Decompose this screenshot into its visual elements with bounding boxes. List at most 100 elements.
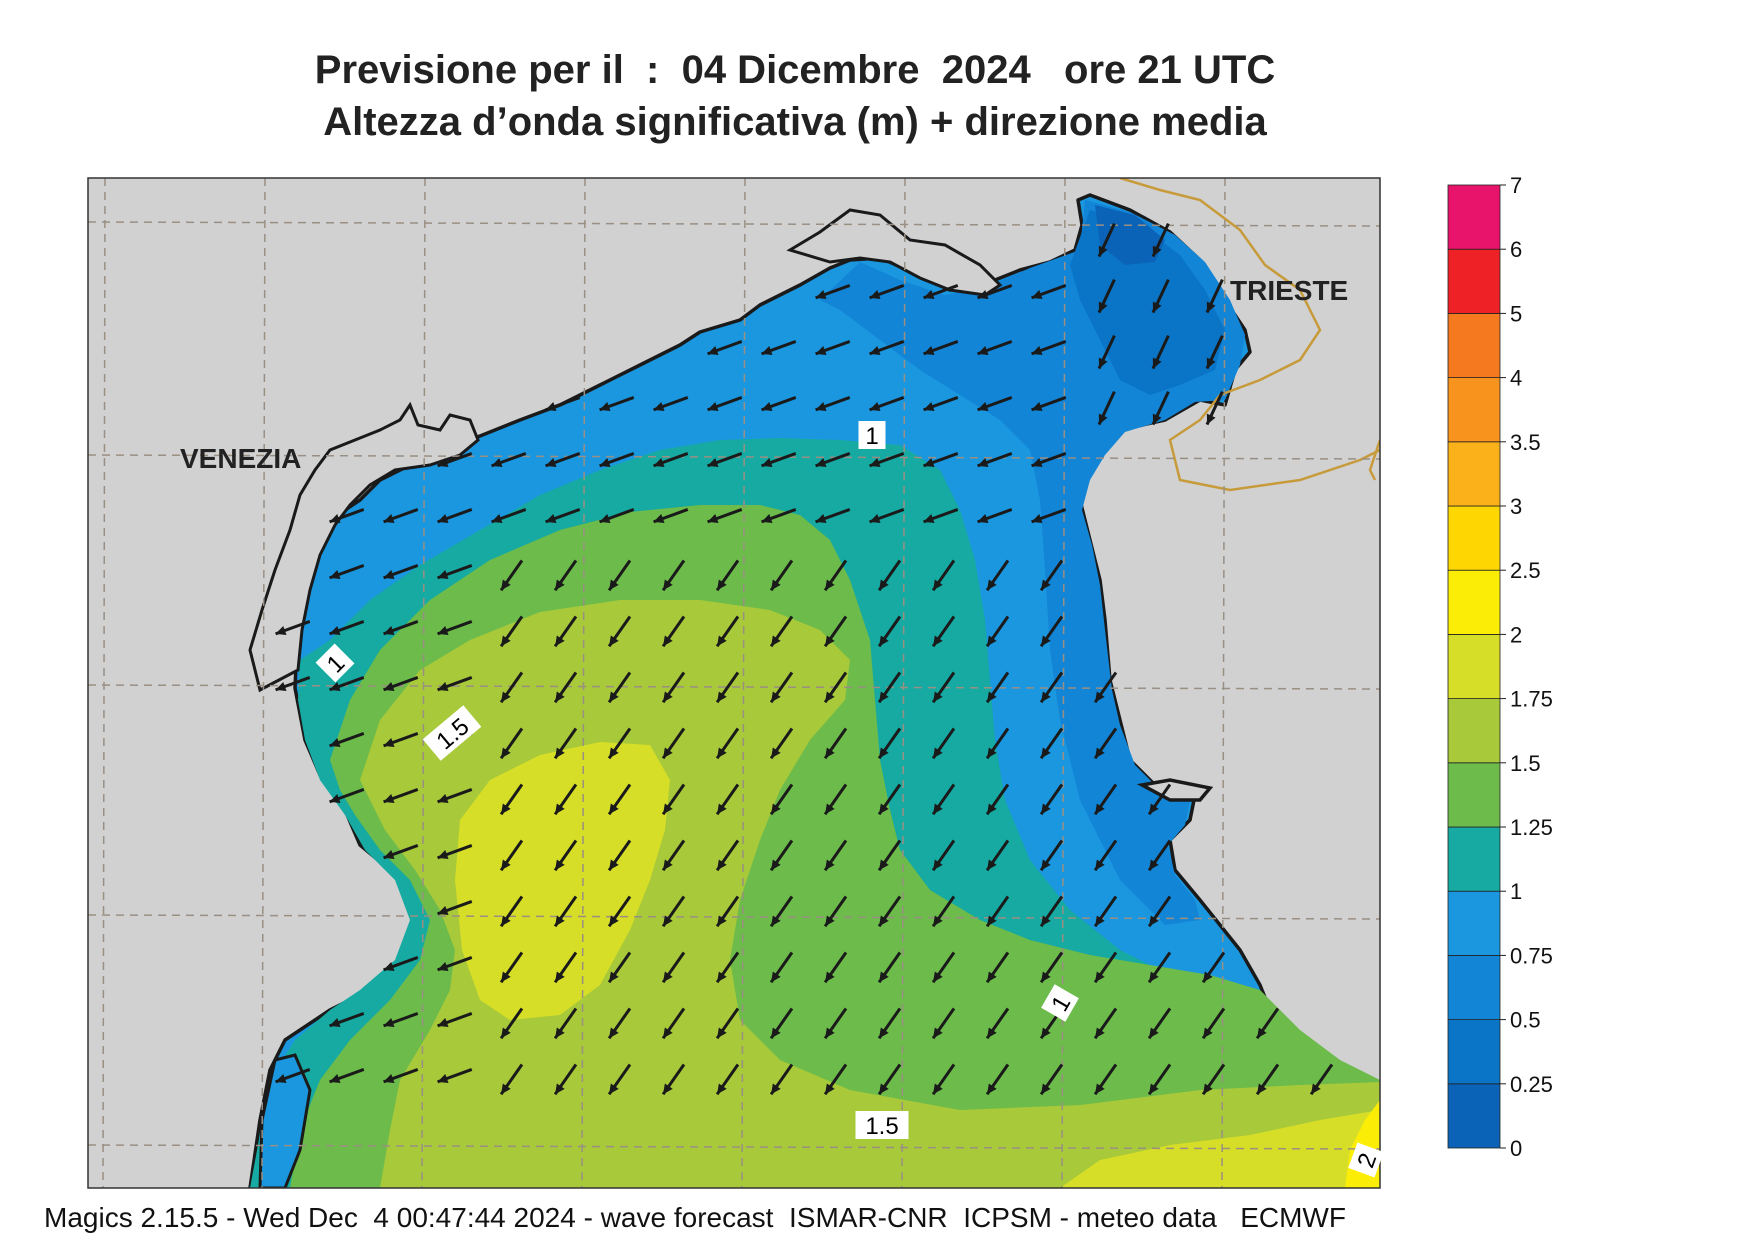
- colorbar-swatch: [1447, 698, 1501, 764]
- colorbar-swatch: [1447, 505, 1501, 571]
- wave-arrow: [815, 396, 851, 412]
- wave-arrow: [553, 559, 578, 592]
- wave-arrow: [923, 396, 959, 412]
- wave-arrow: [437, 956, 473, 972]
- wave-arrow: [1205, 334, 1224, 370]
- wave-arrow: [1147, 783, 1172, 816]
- wave-arrow: [499, 895, 524, 928]
- colorbar-swatch: [1447, 826, 1501, 892]
- wave-arrow: [553, 839, 578, 872]
- wave-arrow: [1039, 839, 1064, 872]
- wave-arrow: [607, 1063, 632, 1096]
- colorbar-tick-label: 7: [1510, 173, 1522, 198]
- colorbar-tick-label: 3: [1510, 494, 1522, 519]
- wave-arrow: [1031, 340, 1067, 356]
- wave-arrow: [1255, 1063, 1280, 1096]
- contour-band-0: [1095, 205, 1165, 265]
- colorbar-swatch: [1447, 1083, 1501, 1149]
- wave-arrow: [1151, 222, 1170, 258]
- wave-arrow: [1093, 1007, 1118, 1040]
- wave-arrow: [1309, 1063, 1334, 1096]
- wave-arrow: [1151, 278, 1170, 314]
- colorbar-swatch: [1447, 890, 1501, 956]
- wave-arrow: [329, 564, 365, 580]
- wave-arrow: [715, 951, 740, 984]
- wave-arrow: [931, 783, 956, 816]
- wave-arrow: [607, 727, 632, 760]
- wave-arrow: [661, 895, 686, 928]
- wave-arrow: [985, 951, 1010, 984]
- wave-arrow: [1205, 278, 1224, 314]
- wave-arrow: [1039, 559, 1064, 592]
- wave-arrow: [1093, 727, 1118, 760]
- contour-band-1.75: [455, 742, 670, 1020]
- svg-text:1: 1: [865, 423, 878, 450]
- wave-arrow: [715, 839, 740, 872]
- wave-arrow: [823, 951, 848, 984]
- colorbar-tick-label: 0: [1510, 1136, 1522, 1161]
- contour-band-1.75-se: [1060, 1110, 1380, 1188]
- national-border: [1119, 178, 1380, 492]
- wave-arrow: [769, 615, 794, 648]
- wave-arrow: [869, 340, 905, 356]
- wave-arrow: [661, 727, 686, 760]
- wave-arrow: [1039, 671, 1064, 704]
- map-footer: Magics 2.15.5 - Wed Dec 4 00:47:44 2024 …: [44, 1202, 1346, 1233]
- wave-arrow: [383, 844, 419, 860]
- wave-arrow: [923, 452, 959, 468]
- wave-arrow: [607, 559, 632, 592]
- wave-arrow: [1093, 783, 1118, 816]
- wave-arrow: [499, 727, 524, 760]
- wave-arrow: [877, 951, 902, 984]
- wave-arrow: [985, 671, 1010, 704]
- wave-arrow: [383, 1012, 419, 1028]
- wave-arrow: [553, 783, 578, 816]
- wave-arrow: [545, 452, 581, 468]
- wave-arrow: [661, 783, 686, 816]
- wave-arrow: [599, 452, 635, 468]
- contour-labels: 111.511.52: [315, 421, 1384, 1178]
- colorbar-swatch: [1447, 569, 1501, 635]
- wave-arrow: [383, 732, 419, 748]
- wave-arrow: [823, 615, 848, 648]
- wave-arrow: [653, 396, 689, 412]
- wave-arrow: [877, 559, 902, 592]
- colorbar-tick-label: 0.75: [1510, 943, 1553, 968]
- colorbar-tick-label: 0.5: [1510, 1008, 1541, 1033]
- wave-arrow: [931, 727, 956, 760]
- wave-arrow: [931, 1007, 956, 1040]
- wave-arrow: [1201, 1063, 1226, 1096]
- wave-arrow: [715, 783, 740, 816]
- colorbar-swatch: [1447, 248, 1501, 314]
- wave-arrow: [275, 620, 311, 636]
- wave-arrow: [815, 508, 851, 524]
- wave-arrow: [931, 839, 956, 872]
- wave-arrow: [877, 1063, 902, 1096]
- wave-arrow: [653, 508, 689, 524]
- wave-arrow: [715, 895, 740, 928]
- wave-arrow: [1093, 951, 1118, 984]
- wave-arrow: [877, 1007, 902, 1040]
- wave-arrow: [1151, 390, 1170, 426]
- wave-arrow: [1147, 1063, 1172, 1096]
- wave-arrow: [931, 951, 956, 984]
- wave-arrow: [1201, 951, 1226, 984]
- wave-arrow: [661, 839, 686, 872]
- wave-arrow: [329, 1068, 365, 1084]
- colorbar-swatch: [1447, 634, 1501, 700]
- wave-arrow: [715, 615, 740, 648]
- wave-arrow: [823, 671, 848, 704]
- wave-arrow: [823, 1063, 848, 1096]
- colorbar-tick-label: 6: [1510, 237, 1522, 262]
- wave-arrow: [761, 340, 797, 356]
- wave-arrow: [653, 452, 689, 468]
- wave-arrow: [823, 1007, 848, 1040]
- wave-arrow: [553, 1063, 578, 1096]
- wave-arrow: [545, 508, 581, 524]
- wave-arrow: [823, 559, 848, 592]
- wave-arrow: [437, 620, 473, 636]
- wave-arrow: [607, 615, 632, 648]
- wave-arrow: [1039, 783, 1064, 816]
- wave-arrow: [931, 671, 956, 704]
- wave-arrow: [553, 615, 578, 648]
